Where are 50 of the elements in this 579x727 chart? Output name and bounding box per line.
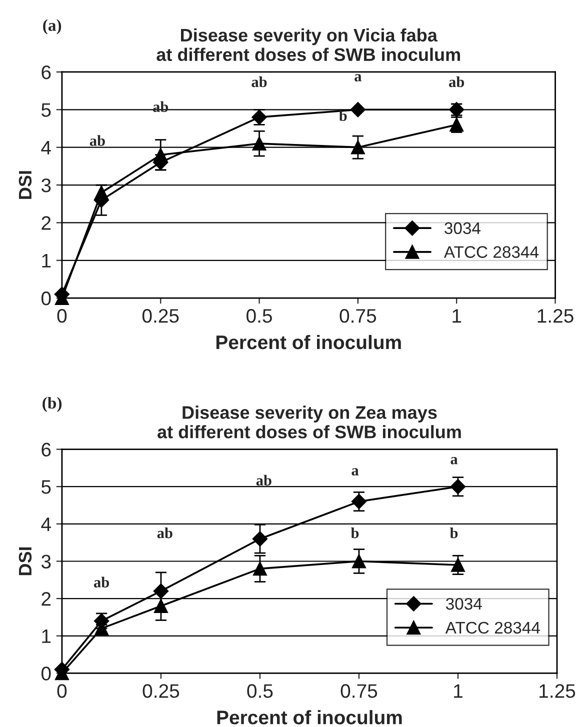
y-tick-label: 6 (42, 442, 51, 457)
chart-title: Disease severity on Vicia faba at different doses of SWB inoculum (156, 28, 460, 62)
x-tick-label: 0.25 (142, 684, 180, 698)
y-tick-label: 4 (41, 518, 51, 531)
y-tick-label: 3 (41, 178, 51, 192)
y-axis-title: DSI (18, 547, 32, 576)
legend-label: 3034 (446, 598, 482, 610)
chart-title: Disease severity on Zea mays at different doses of SWB inoculum (158, 406, 461, 438)
y-tick-label: 0 (41, 292, 51, 306)
annotation: ab (252, 76, 267, 88)
y-tick-label: 4 (41, 141, 51, 154)
annotation: b (339, 110, 347, 122)
y-tick-label: 1 (42, 630, 51, 643)
x-tick-label: 0.5 (246, 309, 272, 323)
y-tick-label: 1 (42, 254, 51, 268)
y-tick-label: 6 (42, 65, 51, 80)
annotation: ab (157, 527, 172, 538)
x-tick-label: 0 (57, 309, 67, 323)
x-tick-label: 0.75 (340, 309, 376, 323)
x-tick-label: 0 (57, 684, 67, 698)
x-tick-label: 1 (452, 309, 462, 323)
annotation: a (354, 74, 362, 82)
legend-label: ATCC 28344 (445, 622, 540, 634)
y-axis-title: DSI (18, 171, 32, 199)
annotation: ab (449, 76, 464, 88)
y-tick-label: 5 (42, 480, 51, 494)
y-tick-label: 5 (42, 103, 51, 117)
annotation: ab (90, 135, 105, 146)
y-tick-label: 2 (42, 216, 51, 230)
x-axis-title: Percent of inoculum (216, 334, 401, 350)
annotation: b (350, 527, 359, 538)
x-tick-label: 1 (454, 684, 462, 698)
text: (b) (42, 396, 62, 412)
x-axis-title: Percent of inoculum (217, 710, 402, 724)
x-tick-label: 0.75 (340, 684, 378, 698)
annotation: ab (94, 576, 110, 588)
annotation: ab (256, 474, 272, 486)
annotation: a (352, 468, 359, 476)
y-tick-label: 2 (42, 592, 51, 606)
text: (a) (43, 19, 62, 34)
x-tick-label: 0.5 (247, 684, 273, 698)
x-tick-label: 1.25 (538, 309, 574, 323)
x-tick-label: 0.25 (142, 309, 179, 323)
y-tick-label: 0 (41, 666, 51, 680)
y-tick-label: 3 (41, 554, 51, 568)
legend-label: 3034 (444, 222, 480, 234)
legend-label: ATCC 28344 (444, 246, 539, 258)
annotation: b (450, 527, 458, 538)
annotation: a (450, 456, 458, 464)
x-tick-label: 1.25 (540, 684, 576, 698)
